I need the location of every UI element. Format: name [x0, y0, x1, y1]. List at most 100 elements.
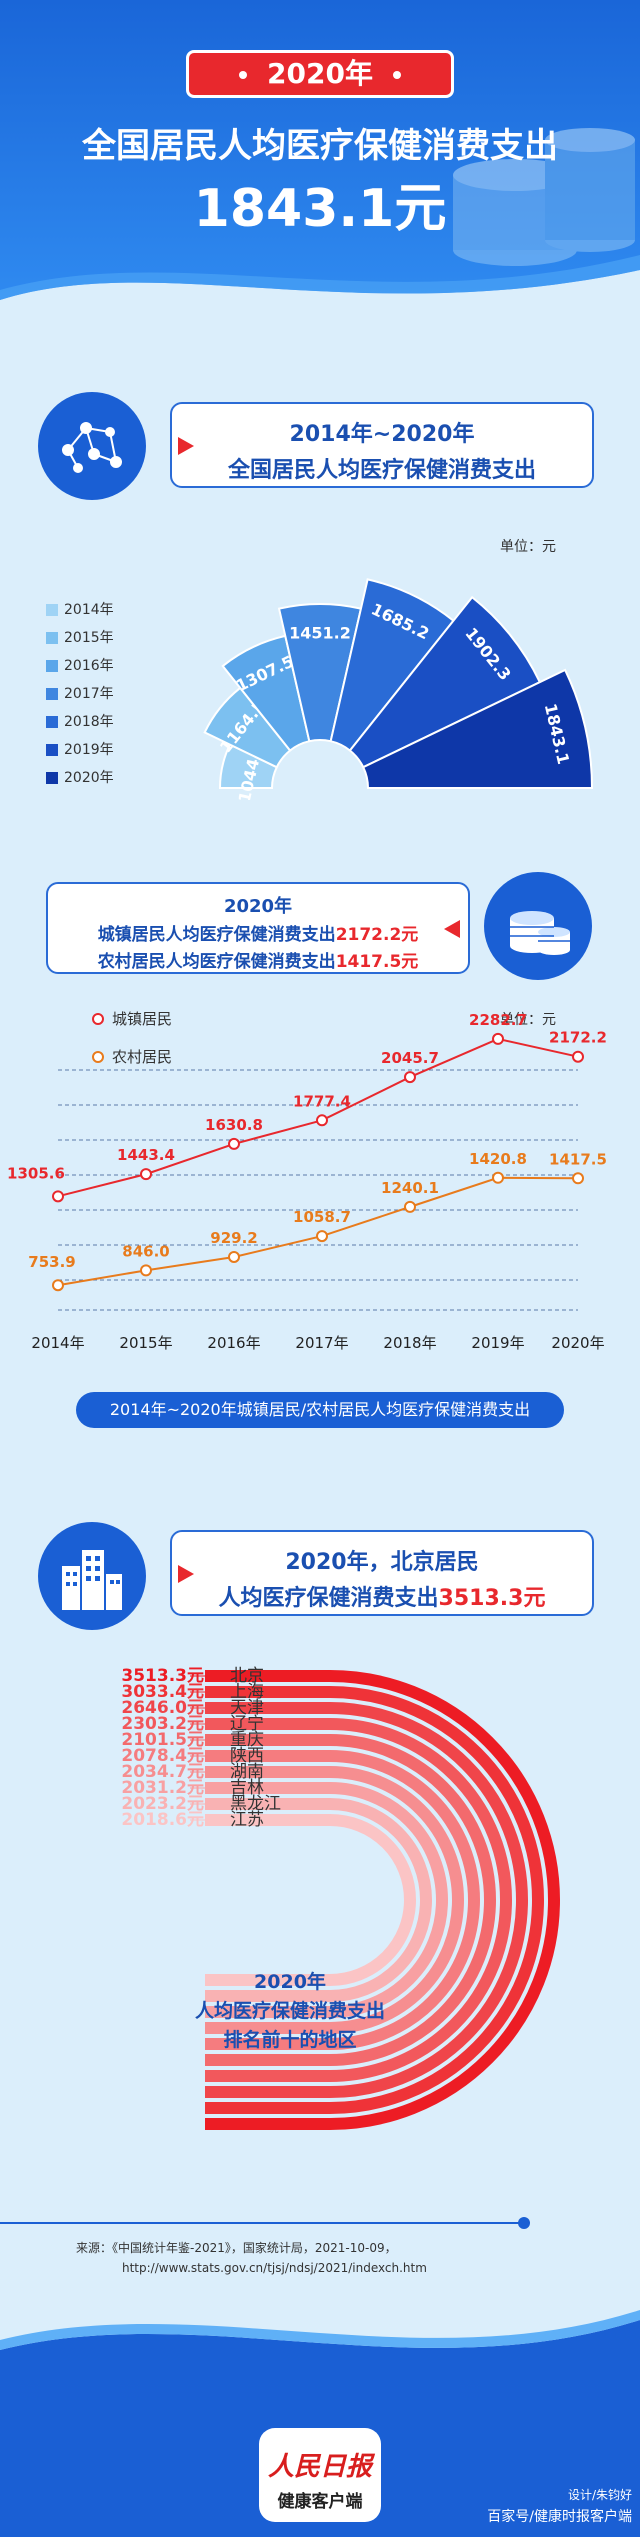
x-tick-label: 2016年	[207, 1334, 260, 1352]
urban-summary: 城镇居民人均医疗保健消费支出2172.2元	[48, 920, 468, 945]
fan-sector-5	[348, 595, 542, 769]
rank-row: 2303.2元 辽宁	[84, 1712, 304, 1736]
urban-value: 2172.2元	[335, 925, 419, 945]
rank-row: 2078.4元 陕西	[84, 1744, 304, 1768]
data-point	[316, 1114, 328, 1127]
rank-city: 天津	[230, 1698, 264, 1718]
rank-city: 上海	[230, 1682, 264, 1702]
rank-city: 湖南	[230, 1762, 264, 1782]
header-title: 全国居民人均医疗保健消费支出	[82, 126, 558, 166]
center-line2: 人均医疗保健消费支出	[194, 2000, 385, 2022]
data-point	[228, 1137, 240, 1150]
rank-value: 2078.4元	[121, 1746, 204, 1766]
legend-label: 2019年	[64, 742, 114, 758]
rank-value: 2034.7元	[121, 1762, 204, 1782]
logo-line2: 健康客户端	[277, 2492, 363, 2512]
legend-swatch	[46, 604, 58, 616]
section3-title-prefix: 人均医疗保健消费支出	[218, 1586, 439, 1611]
section3-title-box: 2020年，北京居民 人均医疗保健消费支出3513.3元	[170, 1530, 594, 1616]
legend-swatch	[46, 688, 58, 700]
caption-text: 2014年~2020年城镇居民/农村居民人均医疗保健消费支出	[109, 1400, 531, 1419]
ranking-arcs	[190, 1670, 560, 2130]
data-point	[52, 1190, 64, 1203]
rural-value: 1417.5元	[335, 952, 419, 972]
fan-sector-3	[277, 603, 363, 743]
rank-value: 2646.0元	[121, 1698, 204, 1718]
data-label: 1417.5	[549, 1150, 607, 1168]
rank-arc-6	[205, 1766, 464, 2034]
data-label: 753.9	[28, 1253, 75, 1271]
rank-line	[208, 1712, 226, 1724]
legend-text-1: 农村居民	[112, 1048, 172, 1066]
rank-city: 北京	[230, 1666, 264, 1686]
legend-swatch	[46, 716, 58, 728]
rank-line	[208, 1776, 226, 1788]
rank-row: 2018.6元 江苏	[84, 1808, 304, 1832]
data-point	[404, 1071, 416, 1084]
rank-arc-3	[205, 1718, 512, 2082]
legend-label: 2017年	[64, 686, 114, 702]
legend-item-2016: 2016年	[46, 652, 114, 680]
section1-unit: 单位：元	[500, 539, 556, 555]
section1-legend: 2014年 2015年 2016年 2017年 2018年 2019年 2020…	[46, 596, 114, 792]
legend-label: 2016年	[64, 658, 114, 674]
data-point	[316, 1230, 328, 1243]
coins-icon	[484, 872, 592, 980]
data-label: 2045.7	[381, 1049, 439, 1067]
credit-design: 设计/朱钧好	[567, 2488, 632, 2502]
header-year: 2020年	[267, 57, 373, 90]
rank-city: 吉林	[230, 1778, 264, 1798]
rural-label: 农村居民人均医疗保健消费支出	[97, 952, 336, 972]
legend-item-2017: 2017年	[46, 680, 114, 708]
rank-arc-9	[205, 1814, 416, 1986]
x-tick-label: 2019年	[471, 1334, 524, 1352]
rank-city: 黑龙江	[230, 1794, 281, 1814]
rank-arc-8	[205, 1798, 432, 2002]
legend-label: 2020年	[64, 770, 114, 786]
triangle-pointer-icon	[178, 437, 194, 455]
rank-arc-7	[205, 1782, 448, 2018]
data-label: 2282.7	[469, 1011, 527, 1029]
rank-arc-0	[205, 1670, 560, 2130]
data-point	[140, 1264, 152, 1277]
rank-arc-2	[205, 1702, 528, 2098]
data-label: 2172.2	[549, 1029, 607, 1047]
line-chart-caption: 2014年~2020年城镇居民/农村居民人均医疗保健消费支出	[76, 1392, 564, 1428]
data-point	[228, 1250, 240, 1263]
section1-title-line2: 全国居民人均医疗保健消费支出	[227, 458, 536, 483]
rank-row: 3513.3元 北京	[84, 1664, 304, 1688]
rank-line	[208, 1792, 226, 1804]
data-point	[572, 1050, 584, 1063]
center-line3: 排名前十的地区	[223, 2029, 357, 2051]
section3-title-line2: 人均医疗保健消费支出3513.3元	[172, 1580, 592, 1612]
x-tick-label: 2018年	[383, 1334, 436, 1352]
line-chart-unit: 单位：元	[500, 1012, 556, 1028]
center-line1: 2020年	[254, 1971, 326, 1993]
legend-text-0: 城镇居民	[112, 1010, 172, 1028]
ranking-center-text: 2020年 人均医疗保健消费支出 排名前十的地区	[170, 1968, 410, 2055]
x-tick-label: 2020年	[551, 1334, 604, 1352]
data-label: 1443.4	[117, 1146, 175, 1164]
rank-value: 2101.5元	[121, 1730, 204, 1750]
line-chart: 单位：元 城镇居民 1305.6 1443.4 1630.8 1777.4 2045.7 22…	[7, 1010, 607, 1352]
rank-value: 3513.3元	[121, 1666, 204, 1686]
coin-stack-icon	[453, 128, 635, 266]
triangle-pointer-icon	[444, 920, 460, 938]
logo-line1: 人民日报	[267, 2452, 372, 2482]
rank-line	[208, 1744, 226, 1756]
series-line-1	[57, 1176, 579, 1287]
legend-marker-1	[92, 1051, 104, 1063]
rank-row: 2034.7元 湖南	[84, 1760, 304, 1784]
legend-item-2019: 2019年	[46, 736, 114, 764]
fan-sector-2	[221, 634, 311, 752]
rank-arc-5	[205, 1750, 480, 2050]
dot-icon	[239, 71, 248, 79]
rank-line	[208, 1696, 226, 1708]
legend-item-2020: 2020年	[46, 764, 114, 792]
rank-line	[208, 1664, 226, 1676]
fan-sector-6	[361, 668, 594, 789]
section2-title-box: 2020年 城镇居民人均医疗保健消费支出2172.2元 农村居民人均医疗保健消费…	[46, 882, 470, 974]
source-line2: http://www.stats.gov.cn/tjsj/ndsj/2021/i…	[122, 2261, 427, 2275]
rank-city: 重庆	[230, 1730, 264, 1750]
